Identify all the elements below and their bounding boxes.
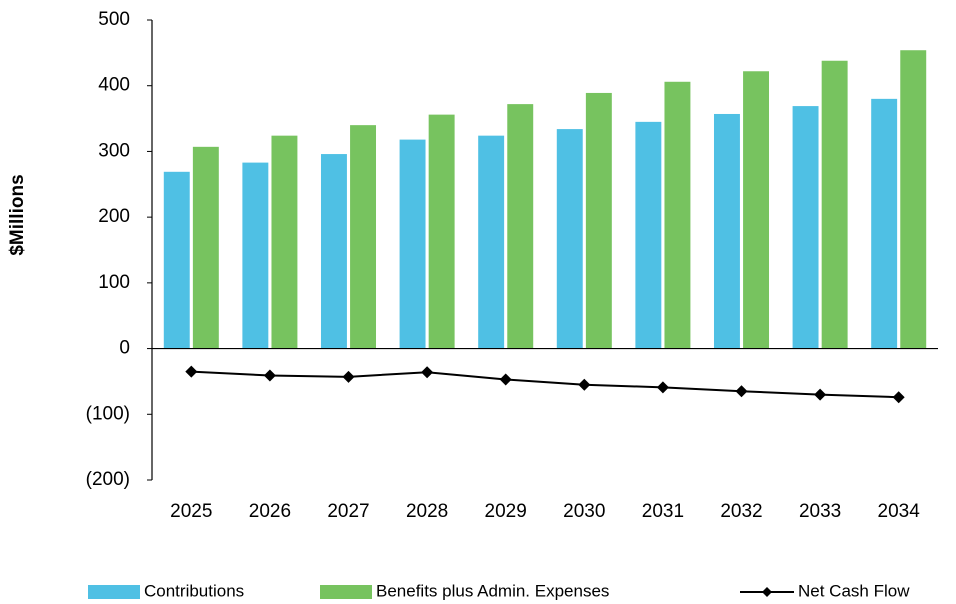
y-tick-label: 200: [98, 206, 130, 227]
bar: [585, 92, 612, 349]
x-tick-label: 2027: [327, 501, 369, 522]
bar: [399, 139, 426, 349]
x-tick-label: 2034: [878, 501, 921, 522]
bar: [478, 135, 505, 349]
bar: [792, 106, 819, 349]
bar: [163, 171, 190, 349]
bar: [664, 81, 691, 349]
legend-marker: [762, 587, 772, 597]
y-tick-label: 500: [98, 9, 130, 30]
x-tick-label: 2029: [485, 501, 527, 522]
legend-swatch: [320, 585, 372, 599]
line-marker: [499, 373, 512, 386]
line-marker: [342, 370, 355, 383]
bar: [900, 50, 927, 349]
line-marker: [656, 381, 669, 394]
bar: [635, 121, 662, 349]
legend-label: Benefits plus Admin. Expenses: [376, 581, 609, 600]
line-marker: [814, 388, 827, 401]
line-marker: [735, 385, 748, 398]
bar: [350, 125, 377, 349]
legend-swatch: [88, 585, 140, 599]
x-tick-label: 2025: [170, 501, 212, 522]
line-marker: [421, 366, 434, 379]
y-tick-label: 300: [98, 140, 130, 161]
x-tick-label: 2026: [249, 501, 291, 522]
bar: [242, 162, 269, 349]
line-marker: [263, 369, 276, 382]
x-tick-label: 2030: [563, 501, 605, 522]
x-tick-label: 2032: [720, 501, 762, 522]
bar: [871, 98, 898, 349]
legend-label: Net Cash Flow: [798, 581, 910, 600]
y-tick-label: 400: [98, 75, 130, 96]
bar: [743, 71, 770, 349]
x-tick-label: 2031: [642, 501, 684, 522]
bar: [428, 114, 455, 349]
bar: [713, 113, 740, 349]
line-marker: [185, 365, 198, 378]
y-tick-label: (100): [86, 403, 130, 424]
y-tick-label: 100: [98, 272, 130, 293]
line-marker: [578, 378, 591, 391]
bar: [192, 146, 219, 349]
y-tick-label: (200): [86, 469, 130, 490]
legend-label: Contributions: [144, 581, 244, 600]
y-axis-label: $Millions: [7, 174, 28, 255]
bar: [556, 129, 583, 349]
bar: [821, 60, 848, 349]
bar: [507, 104, 534, 349]
x-tick-label: 2028: [406, 501, 448, 522]
x-tick-label: 2033: [799, 501, 841, 522]
line-marker: [892, 391, 905, 404]
bar: [320, 154, 347, 349]
y-tick-label: 0: [119, 338, 130, 359]
line: [191, 370, 899, 399]
bar: [271, 135, 298, 349]
